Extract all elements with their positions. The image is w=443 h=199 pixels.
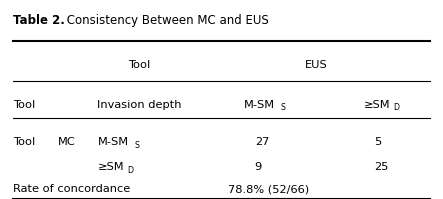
Text: ≥SM: ≥SM	[363, 100, 390, 109]
Text: MC: MC	[58, 137, 75, 147]
Text: Consistency Between MC and EUS: Consistency Between MC and EUS	[63, 14, 269, 27]
Text: S: S	[280, 103, 285, 112]
Text: 27: 27	[255, 137, 269, 147]
Text: M-SM: M-SM	[244, 100, 275, 109]
Text: Table 2.: Table 2.	[13, 14, 65, 27]
Text: Tool: Tool	[13, 137, 35, 147]
Text: ≥SM: ≥SM	[97, 162, 124, 172]
Text: EUS: EUS	[305, 60, 328, 70]
Text: Tool: Tool	[13, 100, 35, 109]
Text: D: D	[393, 103, 399, 112]
Text: M-SM: M-SM	[97, 137, 128, 147]
Text: Tool: Tool	[128, 60, 151, 70]
Text: 25: 25	[374, 162, 389, 172]
Text: Invasion depth: Invasion depth	[97, 100, 182, 109]
Text: 78.8% (52/66): 78.8% (52/66)	[228, 184, 309, 194]
Text: 9: 9	[255, 162, 262, 172]
Text: Rate of concordance: Rate of concordance	[13, 184, 131, 194]
Text: 5: 5	[374, 137, 381, 147]
Text: D: D	[127, 166, 133, 175]
Text: S: S	[134, 141, 139, 150]
